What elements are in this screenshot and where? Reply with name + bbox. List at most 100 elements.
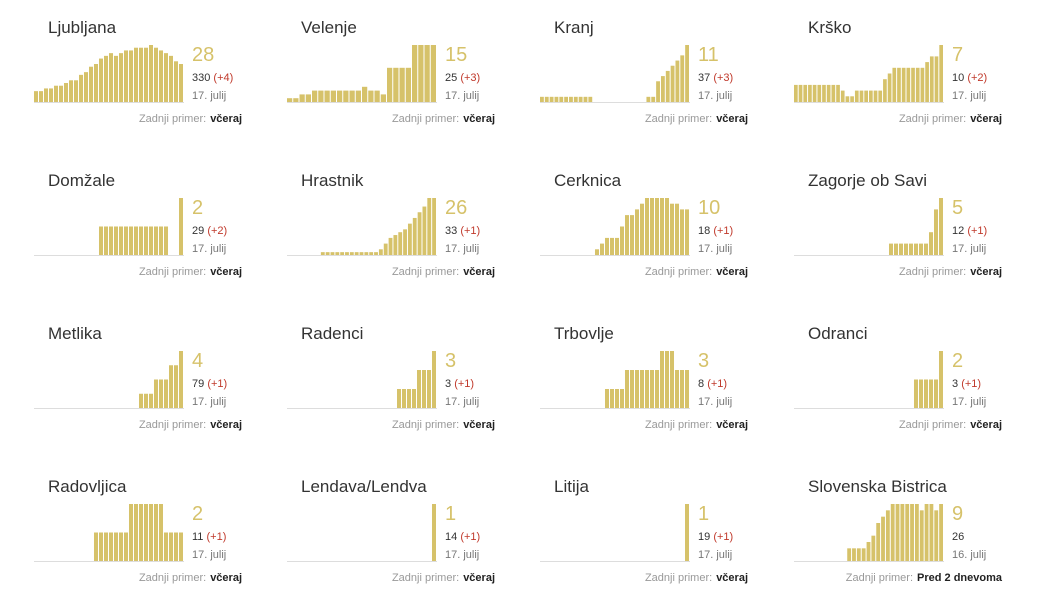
chart-bar <box>144 504 148 561</box>
chart-bar <box>94 532 98 561</box>
active-cases: 1 <box>445 503 457 525</box>
last-case-label: Zadnji primer: <box>138 266 207 278</box>
chart-bar <box>114 55 118 102</box>
total-cases-line: 29 (+2) <box>192 225 227 237</box>
total-cases: 330 <box>192 72 211 84</box>
chart-bar <box>398 232 403 255</box>
daily-change: (+1) <box>713 225 734 237</box>
chart-bar <box>885 510 890 561</box>
last-case-label: Zadnji primer: <box>391 113 460 125</box>
chart-bar <box>422 370 426 408</box>
report-date: 17. julij <box>445 243 480 255</box>
chart-bar <box>615 389 619 408</box>
total-cases-line: 3 (+1) <box>952 378 981 390</box>
total-cases: 19 <box>698 531 711 543</box>
active-cases: 10 <box>698 197 721 219</box>
chart-bar <box>422 206 427 255</box>
municipality-name: Radovljica <box>48 477 127 496</box>
report-date: 17. julij <box>192 396 227 408</box>
last-case: Zadnji primer: včeraj <box>645 419 748 431</box>
municipality-card: Cerknica 10 18 (+1) 17. julij Zadnji primer:… <box>540 171 794 301</box>
chart-bar <box>374 90 380 102</box>
chart-bar <box>412 217 417 255</box>
chart-bar <box>881 516 885 561</box>
chart-bar <box>119 53 123 102</box>
chart-bar <box>900 504 905 561</box>
total-cases: 14 <box>445 531 458 543</box>
chart-bar <box>399 67 405 102</box>
chart-bar <box>44 88 48 102</box>
total-cases: 11 <box>192 531 204 543</box>
municipality-name: Domžale <box>48 171 116 190</box>
chart-bar <box>124 532 128 561</box>
chart-bar <box>544 96 549 102</box>
last-case: Zadnji primer: včeraj <box>139 113 242 125</box>
report-date: 17. julij <box>698 243 733 255</box>
chart-bar <box>850 96 854 102</box>
sparkline-chart <box>794 198 944 256</box>
chart-bar <box>174 532 178 561</box>
report-date: 17. julij <box>952 396 987 408</box>
sparkline-chart <box>34 351 184 409</box>
chart-bar <box>124 50 128 102</box>
report-date: 16. julij <box>952 549 987 561</box>
chart-bar <box>794 84 798 102</box>
chart-bar <box>919 379 923 408</box>
chart-bar <box>114 226 118 255</box>
daily-change: (+1) <box>713 531 734 543</box>
last-case-value: včeraj <box>716 113 748 125</box>
chart-bar <box>569 96 573 102</box>
chart-bar <box>312 90 318 102</box>
total-cases-line: 25 (+3) <box>445 72 480 84</box>
chart-bar <box>685 209 689 255</box>
municipality-name: Lendava/Lendva <box>301 477 427 496</box>
daily-change: (+1) <box>454 378 475 390</box>
chart-bar <box>685 370 689 408</box>
chart-bar <box>615 237 619 255</box>
chart-bar <box>554 96 559 102</box>
chart-bar <box>656 81 660 102</box>
last-case-value: včeraj <box>716 419 748 431</box>
chart-bar <box>645 370 649 408</box>
chart-bar <box>139 226 143 255</box>
chart-bar <box>934 56 939 102</box>
chart-bar <box>655 370 659 408</box>
municipality-name: Hrastnik <box>301 171 364 190</box>
chart-bar <box>59 85 63 102</box>
active-cases: 9 <box>952 503 964 525</box>
total-cases: 37 <box>698 72 711 84</box>
chart-bar <box>889 243 893 255</box>
sparkline-chart <box>540 198 690 256</box>
chart-bar <box>109 226 113 255</box>
last-case-label: Zadnji primer: <box>391 572 460 584</box>
chart-bar <box>883 79 887 102</box>
municipality-name: Cerknica <box>554 171 622 190</box>
chart-bar <box>154 379 158 408</box>
chart-bar <box>665 70 670 102</box>
chart-bar <box>924 504 929 561</box>
chart-bar <box>139 504 143 561</box>
chart-bar <box>660 76 665 102</box>
report-date: 17. julij <box>192 549 227 561</box>
chart-bar <box>320 252 325 255</box>
chart-bar <box>79 74 83 102</box>
last-case-value: včeraj <box>970 419 1002 431</box>
report-date: 17. julij <box>698 396 733 408</box>
chart-bar <box>169 365 173 408</box>
chart-bar <box>369 252 374 255</box>
report-date: 17. julij <box>445 90 480 102</box>
last-case-value: včeraj <box>210 266 242 278</box>
chart-bar <box>380 94 386 102</box>
chart-bar <box>650 198 654 255</box>
total-cases-line: 330 (+4) <box>192 72 233 84</box>
chart-bar <box>925 62 929 102</box>
chart-bar <box>904 243 908 255</box>
chart-bar <box>402 389 406 408</box>
chart-bar <box>685 504 689 561</box>
total-cases: 10 <box>952 72 965 84</box>
total-cases: 18 <box>698 225 711 237</box>
last-case: Zadnji primer: včeraj <box>392 572 495 584</box>
chart-bar <box>929 504 934 561</box>
sparkline-chart <box>794 504 944 562</box>
